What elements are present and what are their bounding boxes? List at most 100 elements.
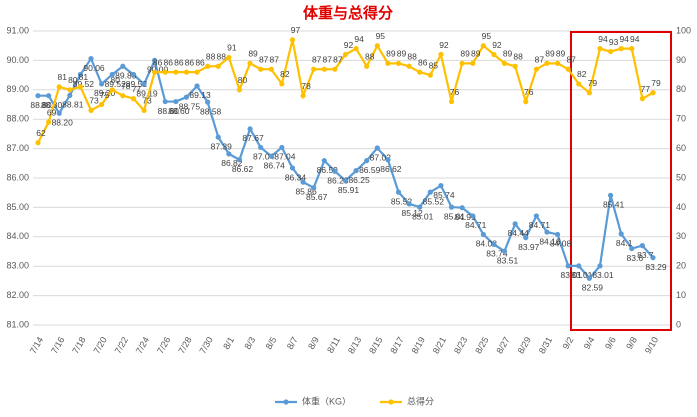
point bbox=[353, 46, 359, 52]
point bbox=[417, 204, 423, 210]
point bbox=[130, 71, 137, 78]
data-label: 88.80 bbox=[30, 100, 52, 110]
x-tick-label: 7/26 bbox=[155, 335, 172, 355]
point bbox=[236, 157, 243, 163]
point bbox=[268, 66, 274, 72]
y2-tick-label: 30 bbox=[676, 231, 686, 241]
point bbox=[162, 69, 168, 75]
data-label: 87.02 bbox=[370, 152, 392, 162]
x-tick-label: 8/11 bbox=[325, 335, 342, 355]
x-tick-label: 7/30 bbox=[197, 335, 214, 355]
point bbox=[289, 165, 296, 171]
data-label: 84.08 bbox=[550, 239, 572, 249]
point bbox=[247, 60, 253, 66]
y-tick-label: 85.00 bbox=[6, 202, 29, 212]
point bbox=[215, 63, 221, 69]
point bbox=[141, 107, 147, 113]
data-label: 85.86 bbox=[295, 186, 317, 196]
point bbox=[194, 69, 200, 75]
data-label: 92 bbox=[492, 40, 502, 50]
y-tick-label: 89.00 bbox=[6, 84, 29, 94]
point bbox=[385, 60, 391, 66]
point bbox=[417, 69, 423, 75]
data-label: 84.16 bbox=[539, 236, 561, 246]
x-tick-label: 8/25 bbox=[473, 335, 490, 355]
data-label: 62 bbox=[36, 128, 46, 138]
legend-marker bbox=[388, 399, 394, 405]
data-label: 85.12 bbox=[401, 208, 423, 218]
point bbox=[226, 151, 232, 157]
point bbox=[56, 110, 62, 116]
point bbox=[607, 192, 614, 198]
x-tick-label: 8/17 bbox=[388, 335, 405, 355]
data-label: 83.01 bbox=[571, 270, 593, 280]
data-label: 88.60 bbox=[168, 106, 190, 116]
x-tick-label: 8/13 bbox=[346, 335, 363, 355]
y2-tick-label: 80 bbox=[676, 84, 686, 94]
data-label: 85.01 bbox=[412, 211, 434, 221]
x-tick-label: 7/16 bbox=[49, 335, 66, 355]
point bbox=[576, 263, 582, 269]
data-label: 91 bbox=[227, 43, 237, 53]
data-label: 73 bbox=[142, 96, 152, 106]
x-tick-label: 7/28 bbox=[176, 335, 193, 355]
data-label: 89 bbox=[503, 49, 513, 59]
point bbox=[215, 134, 221, 140]
data-label: 89 bbox=[386, 49, 396, 59]
y2-tick-label: 50 bbox=[676, 172, 686, 182]
x-tick-label: 8/31 bbox=[537, 335, 554, 355]
y2-tick-label: 0 bbox=[676, 319, 681, 329]
y-tick-label: 87.00 bbox=[6, 143, 29, 153]
point bbox=[183, 69, 190, 75]
point bbox=[205, 63, 211, 69]
point bbox=[565, 66, 571, 72]
data-label: 83.97 bbox=[518, 242, 540, 252]
point bbox=[311, 185, 317, 191]
data-label: 86.59 bbox=[317, 165, 339, 175]
data-label: 94 bbox=[598, 34, 608, 44]
data-label: 87 bbox=[535, 54, 545, 64]
y2-tick-label: 10 bbox=[676, 290, 686, 300]
data-label: 86.23 bbox=[327, 175, 349, 185]
point bbox=[427, 189, 433, 195]
data-label: 75 bbox=[100, 90, 110, 100]
data-label: 80 bbox=[238, 75, 248, 85]
data-label: 84.71 bbox=[465, 220, 487, 230]
point bbox=[470, 60, 476, 66]
point bbox=[279, 144, 285, 151]
data-label: 73 bbox=[89, 96, 99, 106]
point bbox=[258, 144, 264, 151]
point bbox=[353, 168, 359, 174]
point bbox=[152, 69, 158, 75]
x-tick-label: 7/18 bbox=[70, 335, 87, 355]
y-tick-label: 88.00 bbox=[6, 114, 29, 124]
point bbox=[321, 66, 327, 72]
data-label: 93 bbox=[609, 37, 619, 47]
data-label: 85.01 bbox=[444, 211, 466, 221]
point bbox=[374, 145, 380, 151]
data-label: 86 bbox=[174, 57, 184, 67]
point bbox=[406, 63, 412, 69]
data-label: 87 bbox=[259, 54, 269, 64]
data-label: 86.74 bbox=[264, 160, 286, 170]
point bbox=[173, 69, 179, 75]
data-label: 83.74 bbox=[486, 249, 508, 259]
y2-tick-label: 90 bbox=[676, 55, 686, 65]
x-tick-label: 7/20 bbox=[91, 335, 108, 355]
data-label: 86.82 bbox=[221, 158, 243, 168]
data-label: 82 bbox=[280, 69, 290, 79]
data-label: 84.1 bbox=[616, 238, 633, 248]
point bbox=[321, 158, 327, 164]
point bbox=[576, 81, 582, 87]
point bbox=[311, 66, 317, 72]
x-tick-label: 9/6 bbox=[603, 335, 618, 351]
y-tick-label: 83.00 bbox=[6, 261, 29, 271]
point bbox=[152, 57, 158, 64]
point bbox=[67, 87, 73, 93]
point bbox=[586, 90, 592, 96]
point bbox=[639, 243, 645, 249]
y-tick-label: 84.00 bbox=[6, 231, 29, 241]
point bbox=[194, 83, 200, 89]
y-tick-label: 81.00 bbox=[6, 319, 29, 329]
